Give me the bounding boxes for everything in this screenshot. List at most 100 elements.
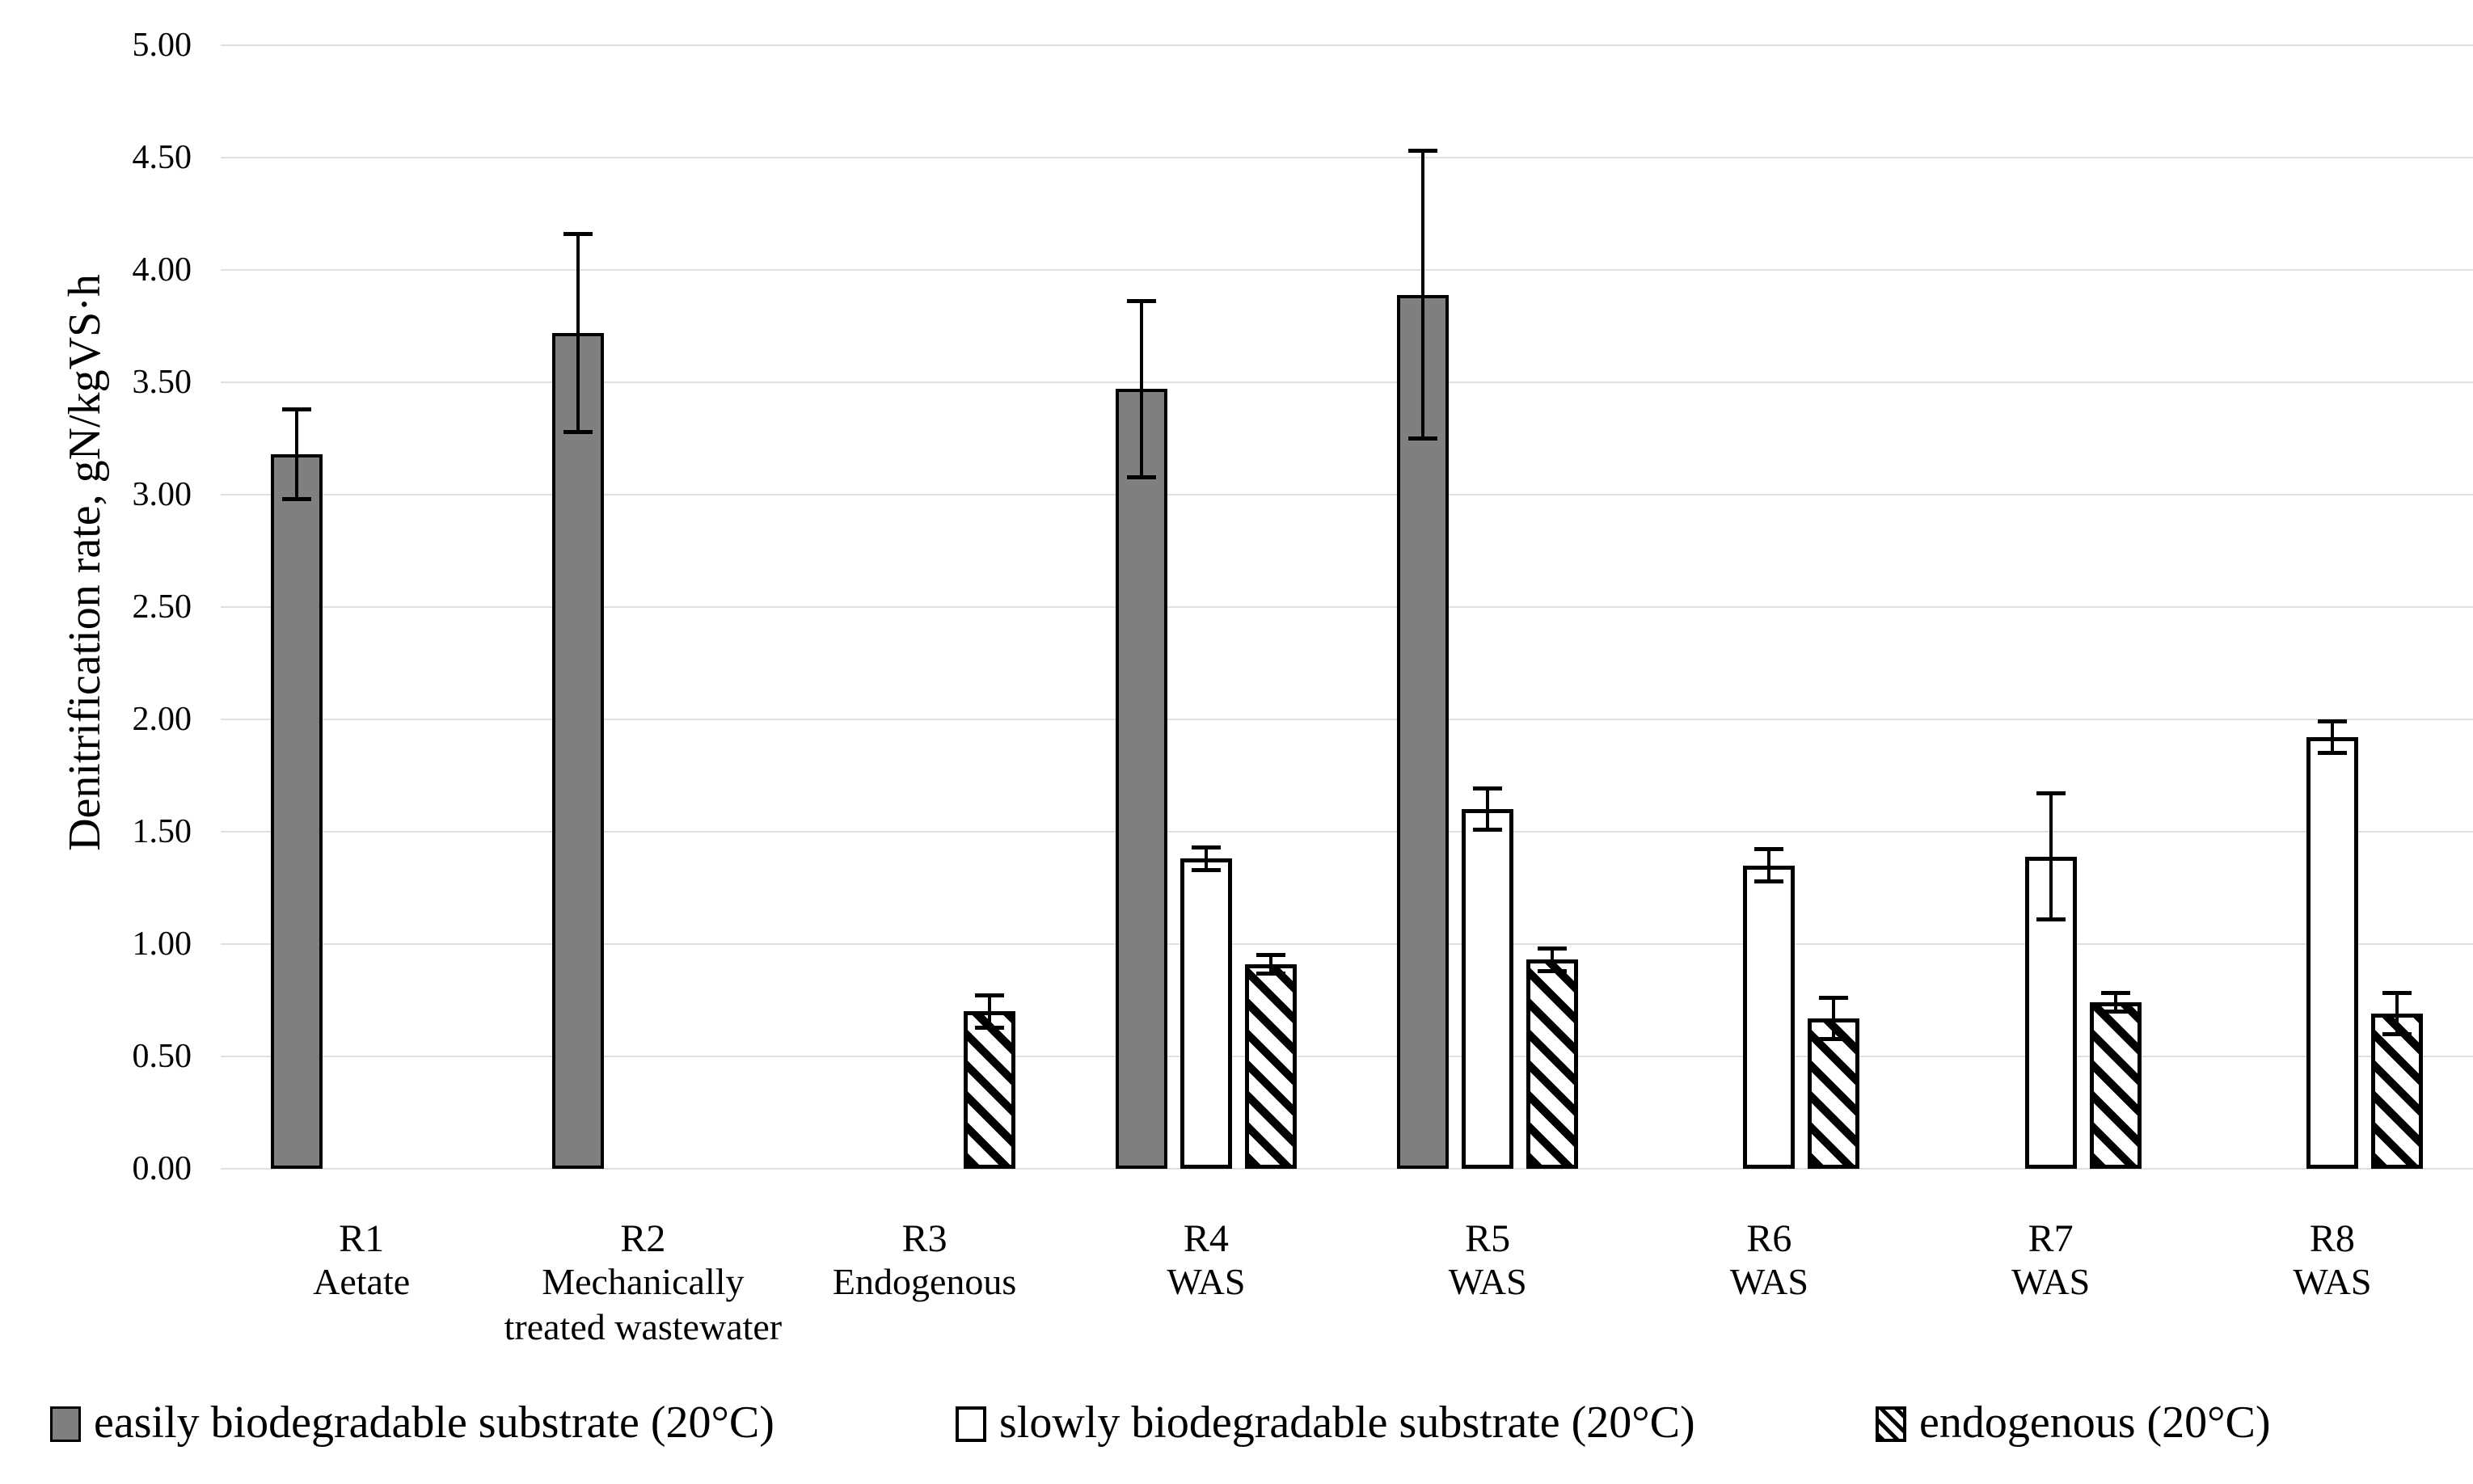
error-cap-high-r5-hatch: [1538, 946, 1568, 951]
legend-item-solid: easily biodegradable substrate (20°C): [50, 1397, 774, 1453]
y-tick-label-2.00: 2.00: [132, 701, 192, 738]
gridline-y-2.00: [221, 719, 2473, 720]
x-category-label-r8: R8: [2309, 1217, 2355, 1260]
x-category-label-r7: R7: [2028, 1217, 2074, 1260]
error-cap-low-r5-hatch: [1538, 969, 1568, 974]
gridline-y-4.00: [221, 269, 2473, 271]
bar-r4-white: [1180, 858, 1232, 1169]
error-cap-low-r4-hatch: [1255, 971, 1285, 976]
legend-item-white: slowly biodegradable substrate (20°C): [956, 1397, 1695, 1453]
y-tick-label-3.50: 3.50: [132, 364, 192, 401]
x-sublabel-r1: Aetate: [313, 1261, 411, 1302]
y-tick-label-5.00: 5.00: [132, 27, 192, 64]
gridline-y-1.50: [221, 831, 2473, 833]
x-sublabel-r7: WAS: [2011, 1261, 2091, 1302]
error-cap-high-r8-white: [2317, 719, 2347, 723]
error-bar-r4-hatch: [1268, 953, 1272, 976]
gridline-y-5.00: [221, 44, 2473, 46]
error-bar-r2-solid: [576, 231, 580, 434]
error-cap-high-r4-hatch: [1255, 953, 1285, 958]
error-cap-low-r7-white: [2036, 917, 2066, 922]
bar-r8-white: [2306, 737, 2358, 1169]
error-cap-high-r2-solid: [563, 231, 593, 236]
error-bar-r5-white: [1486, 786, 1490, 832]
error-cap-low-r5-white: [1473, 828, 1503, 832]
error-cap-low-r1-solid: [282, 497, 312, 502]
error-cap-high-r7-hatch: [2100, 991, 2130, 996]
legend-item-hatch: endogenous (20°C): [1876, 1397, 2271, 1453]
gridline-y-1.00: [221, 943, 2473, 945]
y-axis-title: Denitrification rate, gN/kgVS·h: [60, 274, 110, 851]
y-tick-label-3.00: 3.00: [132, 476, 192, 513]
error-cap-low-r4-solid: [1126, 474, 1156, 479]
error-cap-high-r3-hatch: [974, 993, 1004, 998]
legend-swatch-hatch-icon: [1876, 1406, 1906, 1442]
y-tick-label-2.50: 2.50: [132, 588, 192, 626]
bar-r4-solid: [1115, 389, 1167, 1169]
y-tick-label-0.50: 0.50: [132, 1038, 192, 1075]
error-bar-r6-white: [1767, 847, 1771, 883]
y-tick-label-4.50: 4.50: [132, 139, 192, 176]
legend-label-white: slowly biodegradable substrate (20°C): [999, 1398, 1695, 1448]
gridline-y-4.50: [221, 157, 2473, 158]
error-cap-low-r6-white: [1754, 879, 1784, 883]
gridline-y-3.50: [221, 382, 2473, 383]
bar-r1-solid: [271, 453, 323, 1169]
error-cap-high-r6-hatch: [1819, 995, 1849, 1000]
error-cap-high-r7-white: [2036, 790, 2066, 795]
y-tick-label-0.00: 0.00: [132, 1150, 192, 1187]
error-bar-r7-white: [2049, 790, 2053, 922]
x-category-label-r3: R3: [901, 1217, 947, 1260]
legend-label-hatch: endogenous (20°C): [1919, 1398, 2271, 1448]
error-cap-high-r4-solid: [1126, 299, 1156, 304]
bar-r8-hatch: [2370, 1014, 2423, 1169]
bar-r7-hatch: [2089, 1002, 2142, 1169]
legend-swatch-white-icon: [956, 1406, 986, 1442]
error-bar-r6-hatch: [1832, 995, 1836, 1041]
bar-r3-hatch: [963, 1011, 1015, 1169]
error-cap-high-r6-white: [1754, 847, 1784, 852]
x-category-label-r4: R4: [1183, 1217, 1229, 1260]
gridline-y-0.50: [221, 1056, 2473, 1057]
y-tick-label-1.00: 1.00: [132, 925, 192, 963]
error-bar-r3-hatch: [987, 993, 991, 1030]
error-cap-high-r5-white: [1473, 786, 1503, 791]
error-bar-r4-white: [1204, 845, 1208, 873]
error-cap-low-r6-hatch: [1819, 1036, 1849, 1041]
x-sublabel-r6: WAS: [1729, 1261, 1808, 1302]
gridline-y-3.00: [221, 494, 2473, 495]
error-cap-low-r7-hatch: [2100, 1010, 2130, 1014]
y-tick-label-1.50: 1.50: [132, 813, 192, 850]
error-cap-high-r5-solid: [1408, 148, 1438, 153]
legend-label-solid: easily biodegradable substrate (20°C): [94, 1398, 774, 1448]
bar-r2-solid: [552, 332, 605, 1169]
bar-r5-white: [1462, 809, 1514, 1169]
bar-r5-hatch: [1526, 959, 1579, 1169]
error-cap-low-r4-white: [1191, 868, 1221, 873]
legend-swatch-solid-icon: [50, 1406, 81, 1442]
error-bar-r5-hatch: [1551, 946, 1555, 974]
error-bar-r8-white: [2330, 719, 2334, 756]
error-cap-high-r8-hatch: [2382, 991, 2412, 996]
x-category-label-r6: R6: [1746, 1217, 1792, 1260]
x-sublabel-r2: Mechanically treated wastewater: [504, 1261, 783, 1347]
error-cap-high-r4-white: [1191, 845, 1221, 850]
error-cap-low-r2-solid: [563, 429, 593, 434]
x-sublabel-r8: WAS: [2293, 1261, 2372, 1302]
bar-r6-white: [1743, 865, 1796, 1169]
error-bar-r7-hatch: [2113, 991, 2117, 1014]
gridline-y-0.00: [221, 1168, 2473, 1170]
error-cap-low-r5-solid: [1408, 436, 1438, 441]
x-sublabel-r4: WAS: [1167, 1261, 1246, 1302]
x-sublabel-r5: WAS: [1448, 1261, 1527, 1302]
error-cap-low-r8-white: [2317, 751, 2347, 756]
x-sublabel-r3: Endogenous: [832, 1261, 1017, 1302]
error-cap-low-r8-hatch: [2382, 1031, 2412, 1036]
error-cap-high-r1-solid: [282, 407, 312, 411]
x-category-label-r1: R1: [339, 1217, 385, 1260]
error-bar-r4-solid: [1139, 299, 1143, 479]
y-tick-label-4.00: 4.00: [132, 251, 192, 289]
error-bar-r1-solid: [295, 407, 299, 502]
x-category-label-r5: R5: [1465, 1217, 1511, 1260]
